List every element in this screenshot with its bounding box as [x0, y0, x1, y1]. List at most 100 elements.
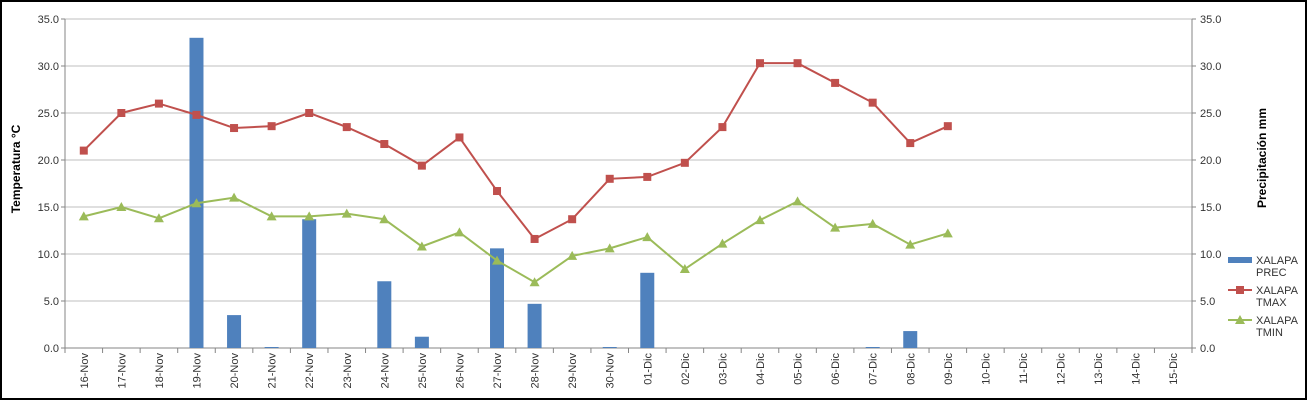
point: [530, 234, 539, 243]
x-tick-label: 02-Dic: [680, 353, 692, 385]
point: [905, 239, 916, 249]
bar: [227, 315, 242, 348]
point: [529, 277, 540, 287]
bar: [189, 37, 204, 349]
axes: 0.0 0.0 5.0 5.0 10.0 10.0 15.0 15.0 20.0 20.0 25.0…: [38, 14, 1222, 388]
y-tick-label-left: 30.0: [38, 61, 59, 73]
point: [792, 196, 803, 206]
point: [717, 238, 728, 248]
x-tick-label: 01-Dic: [642, 353, 654, 385]
point: [380, 140, 389, 149]
x-tick-label: 23-Nov: [342, 353, 354, 389]
chart: 0.0 0.0 5.0 5.0 10.0 10.0 15.0 15.0 20.0 20.0 25.0…: [9, 14, 1299, 388]
y-tick-label-right: 15.0: [1200, 202, 1221, 214]
y-axis-label-right: Precipitación mm: [1255, 108, 1269, 208]
x-tick-label: 13-Dic: [1093, 353, 1105, 385]
x-tick-label: 24-Nov: [379, 353, 391, 389]
point: [793, 59, 802, 68]
point: [267, 122, 276, 131]
x-tick-label: 28-Nov: [530, 353, 542, 389]
x-tick-label: 10-Dic: [980, 353, 992, 385]
bar: [640, 272, 655, 348]
y-tick-label-right: 25.0: [1200, 108, 1221, 120]
x-tick-label: 18-Nov: [154, 353, 166, 389]
point: [342, 123, 351, 132]
point: [266, 211, 277, 221]
point: [754, 215, 765, 225]
y-tick-label-right: 0.0: [1200, 343, 1215, 355]
x-tick-label: 30-Nov: [605, 353, 617, 389]
x-tick-label: 22-Nov: [304, 353, 316, 389]
series-line: [83, 196, 949, 284]
point: [867, 218, 878, 228]
legend-label: XALAPA: [1256, 315, 1299, 327]
point: [943, 122, 952, 131]
legend-label: TMIN: [1256, 327, 1283, 339]
x-tick-label: 07-Dic: [868, 353, 880, 385]
point: [568, 215, 577, 224]
point: [304, 211, 315, 221]
point: [230, 124, 239, 133]
y-tick-label-right: 20.0: [1200, 155, 1221, 167]
legend-label: TMAX: [1256, 297, 1287, 309]
point: [116, 202, 127, 211]
point: [341, 208, 352, 218]
x-tick-label: 05-Dic: [793, 353, 805, 385]
point: [831, 78, 840, 87]
point: [191, 198, 202, 208]
point: [117, 109, 126, 117]
point: [78, 211, 89, 221]
bar: [602, 347, 617, 348]
y-tick-label-left: 25.0: [38, 108, 59, 120]
point: [229, 192, 240, 202]
y-tick-label-right: 10.0: [1200, 249, 1221, 261]
grid: [65, 18, 1192, 302]
x-tick-label: 09-Dic: [943, 353, 955, 385]
point: [868, 98, 877, 107]
x-tick-label: 12-Dic: [1056, 353, 1068, 385]
y-tick-label-right: 35.0: [1200, 14, 1221, 26]
x-tick-label: 20-Nov: [229, 353, 241, 389]
point: [79, 146, 88, 155]
y-axis-label-left: Temperatura °C: [9, 124, 23, 213]
bar: [377, 281, 392, 348]
x-tick-label: 25-Nov: [417, 353, 429, 389]
y-tick-label-left: 35.0: [38, 14, 59, 26]
y-tick-label-left: 20.0: [38, 155, 59, 167]
point: [493, 187, 502, 196]
bar: [527, 303, 542, 348]
x-tick-label: 06-Dic: [830, 353, 842, 385]
x-tick-label: 19-Nov: [191, 353, 203, 389]
point: [153, 213, 164, 223]
legend-label: XALAPA: [1256, 285, 1299, 297]
x-tick-label: 08-Dic: [905, 353, 917, 385]
point: [417, 161, 426, 170]
point: [906, 139, 915, 148]
point: [567, 250, 578, 260]
y-tick-label-left: 0.0: [44, 343, 59, 355]
point: [455, 133, 464, 142]
x-tick-label: 29-Nov: [567, 353, 579, 389]
x-tick-label: 04-Dic: [755, 353, 767, 385]
x-tick-label: 21-Nov: [267, 353, 279, 389]
point: [379, 214, 390, 224]
legend-swatch: [1228, 257, 1252, 263]
point: [643, 172, 652, 181]
point: [605, 174, 614, 183]
point: [604, 243, 615, 253]
point: [755, 59, 764, 68]
bar: [302, 219, 317, 348]
y-tick-label-left: 5.0: [44, 296, 59, 308]
point: [830, 222, 841, 232]
point: [642, 232, 653, 242]
point: [718, 123, 727, 132]
temperature-lines: [78, 59, 953, 287]
x-tick-label: 15-Dic: [1168, 353, 1180, 385]
legend-marker: [1235, 315, 1245, 324]
bar: [865, 347, 880, 348]
bar: [490, 248, 505, 348]
point: [942, 228, 953, 238]
x-tick-label: 14-Dic: [1131, 353, 1143, 385]
